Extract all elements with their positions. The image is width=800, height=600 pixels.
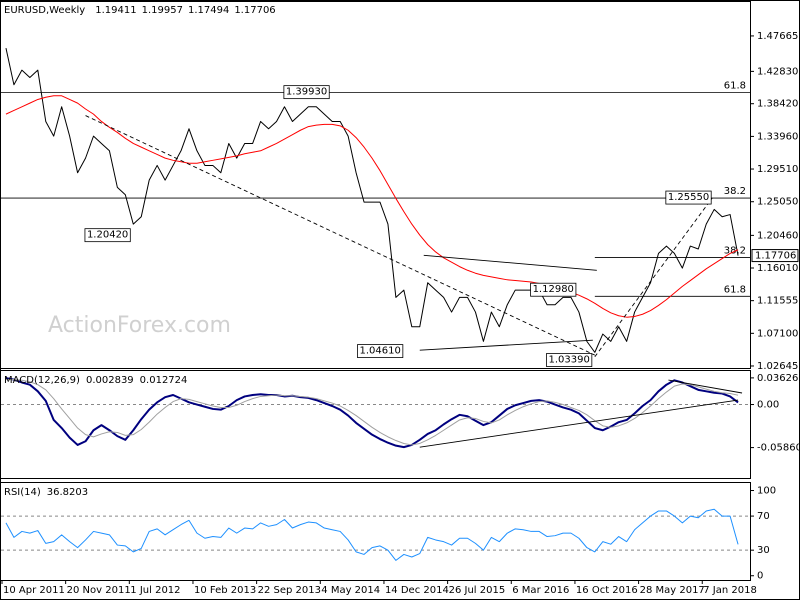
y-tick-label: 1.42830 (757, 66, 798, 77)
panel-label: RSI(14) (4, 487, 41, 498)
series-line (5, 48, 739, 353)
annotation-box (283, 85, 330, 100)
y-tick-label: 70 (757, 511, 770, 522)
x-tick-label: 10 Apr 2011 (3, 585, 65, 596)
x-tick-label: 28 May 2017 (640, 585, 705, 596)
price-annotation: 1.39930 (286, 87, 327, 98)
y-tick-label: 0.00 (757, 400, 779, 411)
last-price-label: 1.17706 (755, 251, 796, 262)
y-tick-label: 1.47665 (757, 31, 798, 42)
y-tick-label: 0.036263 (757, 373, 800, 384)
trend-line (419, 339, 593, 351)
panel-value: 0.012724 (140, 375, 188, 386)
x-tick-label: 7 Jan 2018 (703, 585, 757, 596)
y-tick-label: 1.11555 (757, 296, 798, 307)
series-line (5, 508, 739, 561)
chart-title: EURUSD,Weekly (4, 5, 85, 16)
y-tick-label: 30 (757, 545, 770, 556)
y-tick-label: 1.07100 (757, 328, 798, 339)
trend-line (419, 399, 739, 448)
x-tick-label: 1 Jul 2012 (130, 585, 180, 596)
fibonacci-label: 61.8 (724, 284, 746, 295)
ohlc-value: 1.17706 (234, 5, 275, 16)
watermark: ActionForex.com (48, 313, 231, 338)
y-tick-label: 1.25050 (757, 197, 798, 208)
panel-value: 0.002839 (86, 375, 134, 386)
series-line (5, 95, 739, 318)
trend-line (668, 379, 743, 394)
y-tick-label: 100 (757, 486, 776, 497)
ohlc-value: 1.19411 (95, 5, 136, 16)
x-tick-label: 16 Oct 2016 (576, 585, 638, 596)
annotation-box (665, 190, 712, 205)
price-annotation: 1.03390 (548, 355, 589, 366)
x-tick-label: 10 Feb 2013 (194, 585, 256, 596)
panel-frame (0, 370, 751, 479)
x-tick-label: 14 Dec 2014 (385, 585, 449, 596)
y-tick-label: 0 (757, 571, 763, 582)
price-annotation: 1.20420 (87, 230, 128, 241)
price-annotation: 1.12980 (533, 284, 574, 295)
x-tick-label: 4 May 2014 (321, 585, 380, 596)
ohlc-value: 1.17494 (188, 5, 229, 16)
fibonacci-label: 61.8 (724, 81, 746, 92)
panel-frame (0, 1, 751, 369)
trend-line (594, 197, 713, 358)
y-tick-label: -0.058606 (757, 443, 800, 454)
annotation-box (546, 353, 593, 367)
panel-value: 36.8203 (47, 487, 88, 498)
annotation-box (357, 344, 404, 358)
price-annotation: 1.25550 (668, 192, 709, 203)
y-tick-label: 1.33960 (757, 131, 798, 142)
panel-label: MACD(12,26,9) (4, 375, 80, 386)
x-tick-label: 20 Nov 2011 (67, 585, 131, 596)
series-line (5, 377, 739, 449)
ohlc-value: 1.19957 (142, 5, 183, 16)
fibonacci-label: 38.2 (724, 186, 746, 197)
x-tick-label: 26 Jul 2015 (449, 585, 506, 596)
series-line (5, 379, 739, 446)
annotation-box (84, 228, 131, 243)
price-annotation: 1.04610 (359, 346, 400, 357)
y-tick-label: 1.20460 (757, 230, 798, 241)
y-tick-label: 1.02645 (757, 361, 798, 372)
x-tick-label: 22 Sep 2013 (258, 585, 321, 596)
trend-line (85, 115, 596, 356)
panel-frame (0, 482, 751, 581)
annotation-box (530, 282, 577, 297)
x-tick-label: 6 Mar 2016 (512, 585, 569, 596)
y-tick-label: 1.38420 (757, 99, 798, 110)
trend-line (423, 254, 597, 271)
y-tick-label: 1.29510 (757, 164, 798, 175)
last-price-box (751, 249, 799, 263)
y-tick-label: 1.16010 (757, 263, 798, 274)
